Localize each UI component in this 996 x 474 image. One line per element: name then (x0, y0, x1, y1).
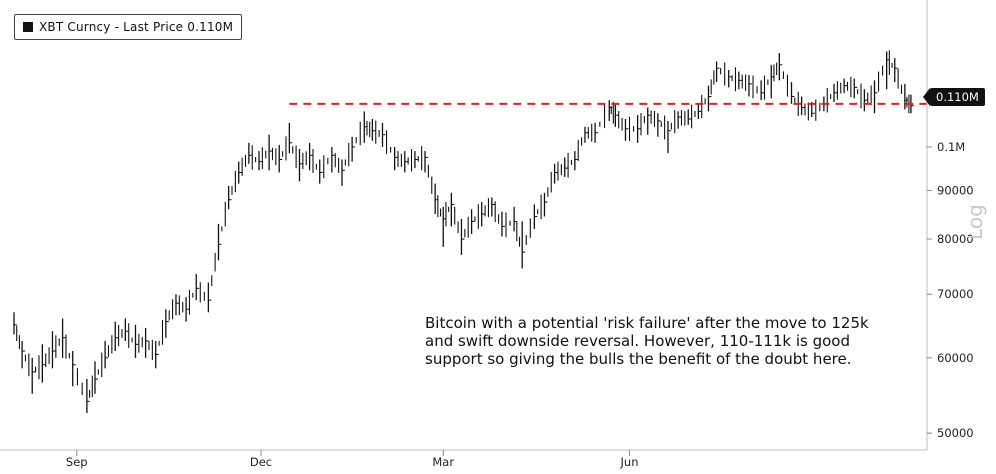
legend: XBT Curncy - Last Price 0.110M (14, 14, 243, 40)
x-tick-label: Dec (250, 455, 272, 469)
price-bars (13, 50, 914, 413)
x-tick-label: Mar (432, 455, 454, 469)
y-tick-label: 50000 (937, 426, 974, 440)
scale-label: Log (962, 204, 987, 240)
y-axis: 50000 60000 70000 80000 90000 0.1M (926, 0, 974, 450)
last-price-tag: 0.110M (923, 88, 985, 106)
legend-swatch (23, 22, 33, 32)
x-axis: Sep Dec Mar Jun (0, 449, 927, 469)
chart-annotation: Bitcoin with a potential 'risk failure' … (425, 314, 869, 368)
y-tick-label: 0.1M (937, 140, 965, 154)
y-tick-label: 70000 (937, 287, 974, 301)
x-tick-label: Sep (66, 455, 88, 469)
y-tick-label: 90000 (937, 183, 974, 197)
y-tick-label: 60000 (937, 351, 974, 365)
legend-label: XBT Curncy - Last Price 0.110M (39, 20, 234, 34)
y-tick-label: 80000 (937, 232, 974, 246)
x-tick-label: Jun (620, 455, 639, 469)
